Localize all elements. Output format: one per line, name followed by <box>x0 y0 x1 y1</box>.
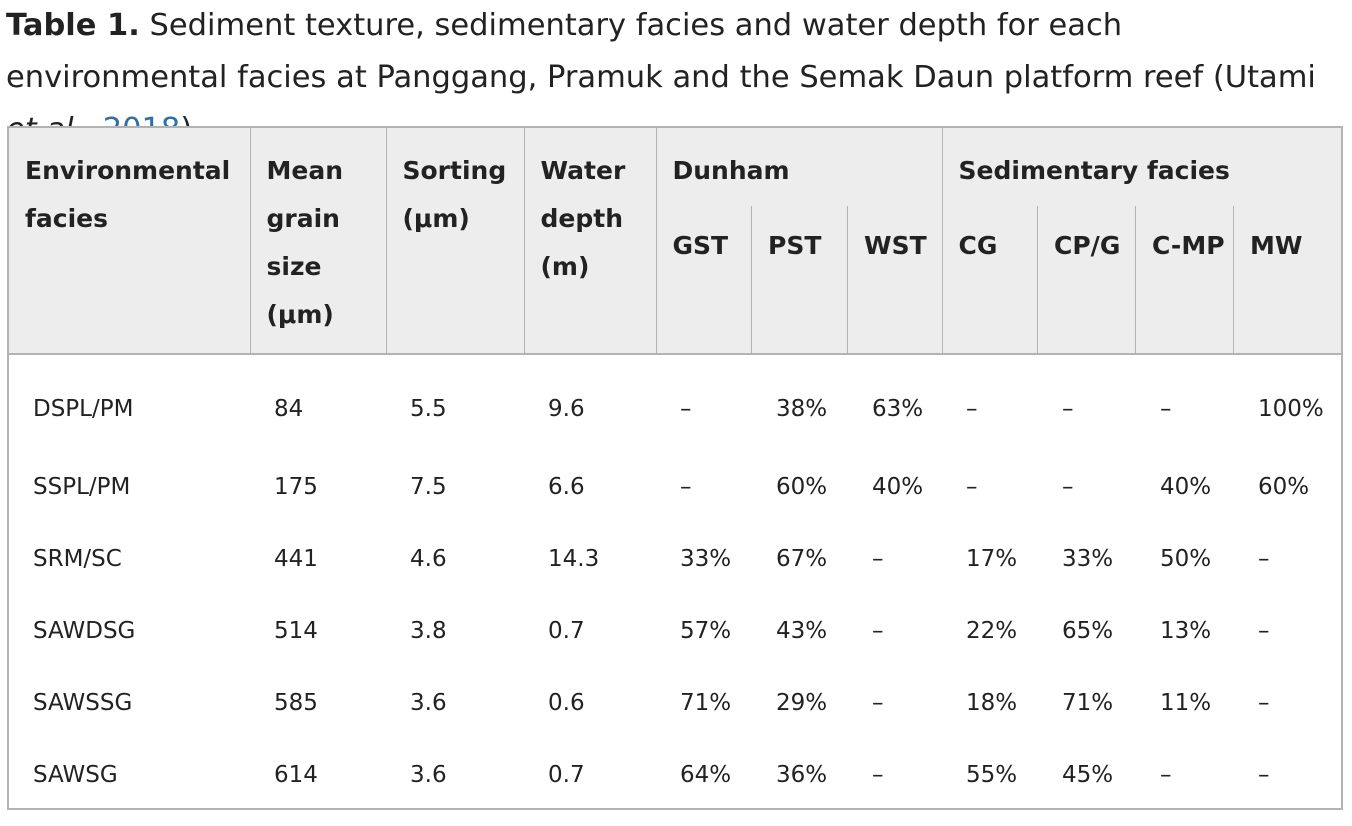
table-body: DSPL/PM 84 5.5 9.6 – 38% 63% – – – 100% … <box>9 353 1341 808</box>
cell-mw: – <box>1258 546 1270 572</box>
cell-depth: 9.6 <box>548 396 585 422</box>
cell-wst: – <box>872 762 884 788</box>
cell-sorting: 3.8 <box>410 618 447 644</box>
header-water-depth: Water depth (m) <box>524 128 657 354</box>
cell-gst: 64% <box>680 762 732 788</box>
cell-cmp: – <box>1160 762 1172 788</box>
cell-sorting: 3.6 <box>410 690 447 716</box>
cell-facies: SSPL/PM <box>33 474 131 500</box>
cell-wst: – <box>872 618 884 644</box>
table-row: DSPL/PM 84 5.5 9.6 – 38% 63% – – – 100% <box>9 355 1341 451</box>
caption-label: Table 1. <box>6 8 140 43</box>
header-mean-grain-size: Mean grain size (μm) <box>250 128 387 354</box>
cell-grain: 441 <box>274 546 318 572</box>
cell-gst: 71% <box>680 690 732 716</box>
header-wst: WST <box>848 206 943 354</box>
table-row: SAWDSG 514 3.8 0.7 57% 43% – 22% 65% 13%… <box>9 595 1341 667</box>
cell-pst: 36% <box>776 762 828 788</box>
cell-sorting: 3.6 <box>410 762 447 788</box>
cell-sorting: 4.6 <box>410 546 447 572</box>
cell-cpg: – <box>1062 396 1074 422</box>
cell-grain: 514 <box>274 618 318 644</box>
cell-grain: 84 <box>274 396 304 422</box>
cell-wst: – <box>872 546 884 572</box>
cell-cg: 18% <box>966 690 1018 716</box>
cell-sorting: 7.5 <box>410 474 447 500</box>
cell-facies: SAWDSG <box>33 618 136 644</box>
cell-wst: 63% <box>872 396 924 422</box>
cell-wst: 40% <box>872 474 924 500</box>
cell-gst: 57% <box>680 618 732 644</box>
caption-text: Sediment texture, sedimentary facies and… <box>6 8 1316 95</box>
cell-grain: 585 <box>274 690 318 716</box>
data-table: Environmental facies Mean grain size (μm… <box>9 128 1341 808</box>
cell-mw: 60% <box>1258 474 1310 500</box>
cell-depth: 6.6 <box>548 474 585 500</box>
cell-mw: – <box>1258 762 1270 788</box>
cell-depth: 14.3 <box>548 546 600 572</box>
cell-facies: SAWSG <box>33 762 118 788</box>
cell-cpg: 45% <box>1062 762 1114 788</box>
cell-pst: 60% <box>776 474 828 500</box>
cell-facies: SAWSSG <box>33 690 133 716</box>
table-row: SAWSG 614 3.6 0.7 64% 36% – 55% 45% – – <box>9 739 1341 808</box>
cell-pst: 38% <box>776 396 828 422</box>
table-row: SAWSSG 585 3.6 0.6 71% 29% – 18% 71% 11%… <box>9 667 1341 739</box>
header-cpg: CP/G <box>1038 206 1137 354</box>
cell-pst: 29% <box>776 690 828 716</box>
cell-cmp: – <box>1160 396 1172 422</box>
table-row: SSPL/PM 175 7.5 6.6 – 60% 40% – – 40% 60… <box>9 451 1341 523</box>
cell-cg: 17% <box>966 546 1018 572</box>
cell-mw: 100% <box>1258 396 1324 422</box>
cell-cg: 22% <box>966 618 1018 644</box>
cell-pst: 43% <box>776 618 828 644</box>
cell-cmp: 40% <box>1160 474 1212 500</box>
cell-wst: – <box>872 690 884 716</box>
cell-pst: 67% <box>776 546 828 572</box>
header-sedimentary-facies: Sedimentary facies <box>942 128 1341 207</box>
header-environmental-facies: Environmental facies <box>9 128 251 354</box>
cell-mw: – <box>1258 618 1270 644</box>
table-row: SRM/SC 441 4.6 14.3 33% 67% – 17% 33% 50… <box>9 523 1341 595</box>
cell-sorting: 5.5 <box>410 396 447 422</box>
cell-cpg: 65% <box>1062 618 1114 644</box>
cell-grain: 614 <box>274 762 318 788</box>
header-gst: GST <box>656 206 752 354</box>
header-dunham: Dunham <box>656 128 943 207</box>
cell-cg: – <box>966 396 978 422</box>
cell-facies: SRM/SC <box>33 546 122 572</box>
cell-cmp: 50% <box>1160 546 1212 572</box>
header-sorting: Sorting (μm) <box>386 128 525 354</box>
cell-grain: 175 <box>274 474 318 500</box>
cell-depth: 0.7 <box>548 618 585 644</box>
cell-facies: DSPL/PM <box>33 396 134 422</box>
cell-cpg: 33% <box>1062 546 1114 572</box>
cell-depth: 0.7 <box>548 762 585 788</box>
cell-mw: – <box>1258 690 1270 716</box>
cell-cpg: – <box>1062 474 1074 500</box>
cell-cg: 55% <box>966 762 1018 788</box>
data-table-container: Environmental facies Mean grain size (μm… <box>7 126 1343 810</box>
table-header: Environmental facies Mean grain size (μm… <box>9 128 1341 354</box>
cell-gst: – <box>680 474 692 500</box>
cell-cpg: 71% <box>1062 690 1114 716</box>
cell-cg: – <box>966 474 978 500</box>
header-cmp: C-MP <box>1136 206 1235 354</box>
cell-cmp: 11% <box>1160 690 1212 716</box>
header-cg: CG <box>942 206 1039 354</box>
cell-gst: – <box>680 396 692 422</box>
cell-cmp: 13% <box>1160 618 1212 644</box>
cell-gst: 33% <box>680 546 732 572</box>
header-pst: PST <box>752 206 848 354</box>
cell-depth: 0.6 <box>548 690 585 716</box>
header-mw: MW <box>1234 206 1341 354</box>
